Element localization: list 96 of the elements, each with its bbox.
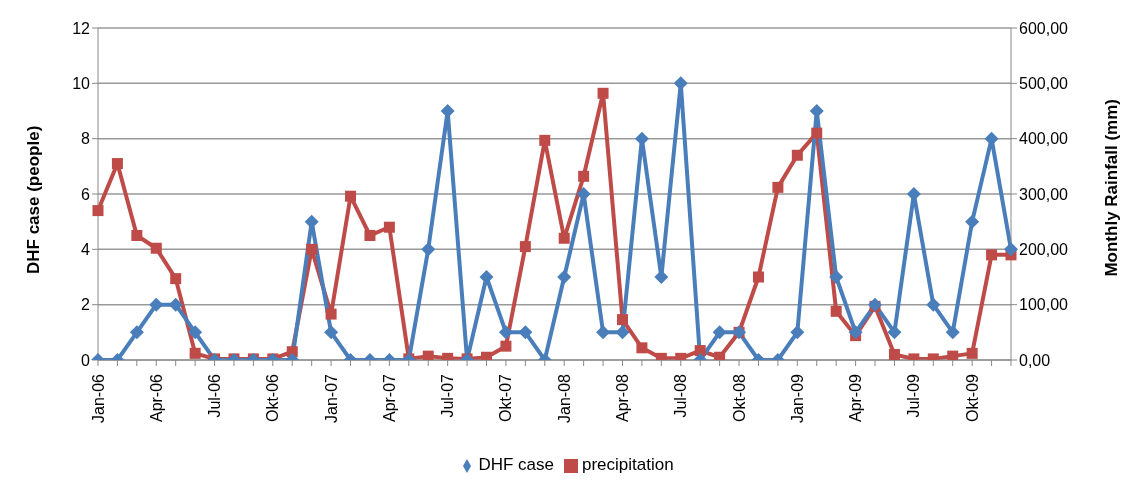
point — [421, 242, 436, 257]
point — [752, 271, 764, 283]
point — [306, 243, 318, 255]
x-tick-label: Jul-09 — [905, 373, 923, 418]
point — [634, 131, 649, 146]
point — [887, 325, 902, 340]
point — [926, 297, 941, 312]
x-tick-label: Jan-06 — [89, 373, 107, 423]
y2-axis-title: Monthly Rainfall (mm) — [1102, 99, 1122, 277]
point — [694, 345, 706, 357]
point — [1004, 242, 1018, 257]
x-tick-label: Jul-07 — [439, 373, 457, 418]
point — [111, 158, 123, 170]
x-tick-label: Apr-08 — [613, 373, 631, 423]
point — [829, 270, 844, 284]
point — [947, 350, 959, 360]
x-tick-label: Apr-06 — [147, 373, 165, 423]
point — [498, 325, 513, 340]
x-tick-label: Jan-07 — [322, 373, 340, 423]
point — [596, 325, 611, 340]
point — [906, 187, 921, 201]
legend-label: precipitation — [581, 455, 674, 474]
point — [576, 187, 591, 201]
x-tick-label: Apr-09 — [847, 373, 865, 423]
point — [170, 273, 182, 285]
point — [150, 242, 162, 254]
point — [809, 104, 824, 118]
legend-label: DHF case — [478, 455, 554, 474]
point — [558, 232, 570, 244]
point — [945, 325, 960, 340]
point — [519, 241, 531, 253]
point — [479, 270, 494, 284]
point — [364, 230, 376, 241]
point — [597, 87, 609, 99]
point — [790, 325, 805, 340]
point — [615, 325, 630, 340]
y-axis-title: DHF case (people) — [24, 125, 44, 274]
x-tick-label: Okt-06 — [264, 373, 282, 423]
x-tick-label: Okt-07 — [497, 373, 515, 423]
x-tick-label: Apr-07 — [380, 373, 398, 423]
point — [500, 340, 512, 352]
point — [966, 347, 978, 359]
y-tick-label: 12 — [72, 19, 91, 37]
point — [791, 149, 803, 161]
point — [673, 76, 688, 91]
point — [304, 214, 319, 229]
point — [168, 297, 183, 312]
point — [557, 270, 572, 284]
point — [654, 270, 669, 284]
y2-tick-label: 600,00 — [1019, 19, 1069, 37]
point — [772, 181, 784, 193]
point — [986, 249, 998, 261]
y-tick-label: 6 — [81, 185, 91, 203]
x-tick-label: Jul-06 — [206, 373, 224, 418]
point — [188, 325, 203, 340]
point — [324, 325, 339, 340]
point — [92, 205, 104, 217]
point — [189, 347, 201, 359]
x-tick-label: Okt-08 — [730, 373, 748, 423]
point — [325, 308, 337, 320]
point — [714, 351, 726, 360]
y2-tick-label: 0,00 — [1019, 351, 1051, 369]
point — [129, 325, 144, 340]
y2-tick-label: 300,00 — [1019, 185, 1069, 203]
y2-tick-label: 400,00 — [1019, 130, 1069, 148]
point — [383, 221, 395, 233]
point — [440, 104, 455, 118]
point — [965, 214, 980, 229]
y-tick-label: 0 — [81, 351, 91, 369]
point — [984, 131, 999, 146]
y-tick-label: 8 — [81, 130, 91, 148]
x-tick-label: Jan-09 — [788, 373, 806, 423]
y2-tick-label: 100,00 — [1019, 296, 1069, 314]
y2-tick-label: 500,00 — [1019, 75, 1069, 93]
point — [149, 297, 164, 312]
point — [830, 305, 842, 317]
point — [712, 325, 727, 340]
point — [518, 325, 533, 340]
point — [848, 325, 863, 340]
point — [578, 170, 590, 182]
y-tick-label: 4 — [81, 241, 91, 259]
y-tick-label: 10 — [72, 75, 91, 93]
x-tick-label: Okt-09 — [963, 373, 981, 423]
point — [616, 314, 628, 326]
x-tick-label: Jul-08 — [672, 373, 690, 418]
y-tick-label: 2 — [81, 296, 91, 314]
point — [422, 350, 434, 360]
point — [636, 342, 648, 354]
point — [481, 351, 493, 360]
y2-tick-label: 200,00 — [1019, 241, 1069, 259]
point — [811, 127, 823, 139]
x-tick-label: Jan-08 — [555, 373, 573, 423]
point — [888, 348, 900, 360]
point — [345, 190, 357, 202]
point — [539, 134, 551, 146]
point — [131, 230, 143, 241]
